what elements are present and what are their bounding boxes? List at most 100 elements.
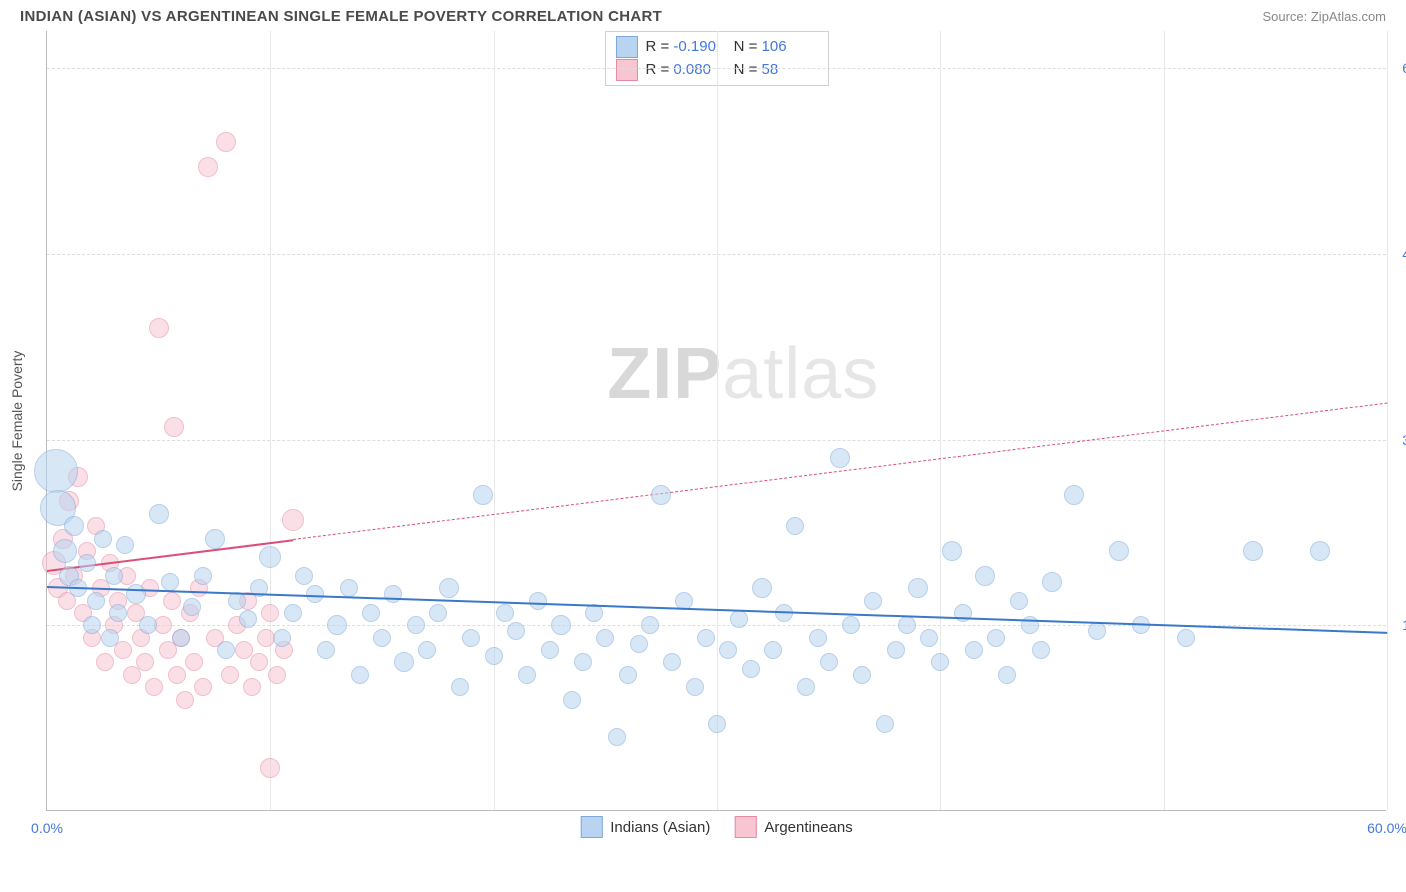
- legend-label: Argentineans: [764, 819, 852, 836]
- data-point-indians: [87, 592, 105, 610]
- data-point-argentineans: [154, 616, 172, 634]
- data-point-argentineans: [282, 509, 304, 531]
- data-point-indians: [473, 485, 493, 505]
- data-point-indians: [284, 604, 302, 622]
- data-point-indians: [1109, 541, 1129, 561]
- data-point-indians: [317, 641, 335, 659]
- chart-title: INDIAN (ASIAN) VS ARGENTINEAN SINGLE FEM…: [20, 8, 662, 25]
- data-point-indians: [864, 592, 882, 610]
- data-point-indians: [809, 629, 827, 647]
- y-tick-label: 15.0%: [1402, 617, 1406, 633]
- data-point-indians: [1032, 641, 1050, 659]
- data-point-argentineans: [194, 678, 212, 696]
- legend-swatch: [615, 59, 637, 81]
- data-point-indians: [78, 554, 96, 572]
- data-point-indians: [183, 598, 201, 616]
- legend-swatch: [580, 816, 602, 838]
- scatter-chart: Single Female Poverty ZIPatlas R = -0.19…: [46, 31, 1386, 811]
- data-point-indians: [217, 641, 235, 659]
- data-point-indians: [931, 653, 949, 671]
- x-tick-label: 60.0%: [1367, 820, 1406, 836]
- data-point-indians: [94, 530, 112, 548]
- data-point-argentineans: [168, 666, 186, 684]
- data-point-indians: [149, 504, 169, 524]
- data-point-indians: [451, 678, 469, 696]
- data-point-indians: [541, 641, 559, 659]
- series-legend: Indians (Asian) Argentineans: [580, 816, 852, 838]
- data-point-indians: [853, 666, 871, 684]
- data-point-indians: [563, 691, 581, 709]
- data-point-indians: [439, 578, 459, 598]
- data-point-indians: [518, 666, 536, 684]
- data-point-argentineans: [164, 417, 184, 437]
- legend-stats-text: R = -0.190 N = 106: [645, 36, 817, 59]
- data-point-argentineans: [198, 157, 218, 177]
- data-point-indians: [1088, 622, 1106, 640]
- data-point-indians: [730, 610, 748, 628]
- data-point-indians: [887, 641, 905, 659]
- data-point-indians: [273, 629, 291, 647]
- data-point-argentineans: [176, 691, 194, 709]
- data-point-indians: [987, 629, 1005, 647]
- data-point-indians: [830, 448, 850, 468]
- data-point-indians: [641, 616, 659, 634]
- data-point-argentineans: [185, 653, 203, 671]
- data-point-argentineans: [235, 641, 253, 659]
- data-point-indians: [663, 653, 681, 671]
- data-point-indians: [373, 629, 391, 647]
- y-tick-label: 30.0%: [1402, 432, 1406, 448]
- data-point-indians: [362, 604, 380, 622]
- data-point-indians: [418, 641, 436, 659]
- data-point-indians: [429, 604, 447, 622]
- data-point-argentineans: [163, 592, 181, 610]
- data-point-indians: [194, 567, 212, 585]
- data-point-indians: [351, 666, 369, 684]
- data-point-indians: [34, 449, 78, 493]
- data-point-indians: [708, 715, 726, 733]
- legend-stats-text: R = 0.080 N = 58: [645, 59, 817, 82]
- data-point-indians: [686, 678, 704, 696]
- data-point-indians: [876, 715, 894, 733]
- data-point-indians: [651, 485, 671, 505]
- data-point-indians: [496, 604, 514, 622]
- data-point-indians: [340, 579, 358, 597]
- gridline-v: [270, 31, 271, 810]
- data-point-indians: [126, 584, 146, 604]
- data-point-indians: [116, 536, 134, 554]
- data-point-argentineans: [145, 678, 163, 696]
- data-point-indians: [1177, 629, 1195, 647]
- series-legend-item: Indians (Asian): [580, 816, 710, 838]
- data-point-indians: [407, 616, 425, 634]
- data-point-indians: [1064, 485, 1084, 505]
- gridline-v: [1164, 31, 1165, 810]
- legend-label: Indians (Asian): [610, 819, 710, 836]
- data-point-indians: [105, 567, 123, 585]
- y-tick-label: 60.0%: [1402, 60, 1406, 76]
- data-point-indians: [786, 517, 804, 535]
- data-point-indians: [942, 541, 962, 561]
- data-point-indians: [842, 616, 860, 634]
- data-point-indians: [1042, 572, 1062, 592]
- data-point-indians: [139, 616, 157, 634]
- data-point-indians: [1310, 541, 1330, 561]
- data-point-argentineans: [114, 641, 132, 659]
- data-point-indians: [764, 641, 782, 659]
- data-point-argentineans: [221, 666, 239, 684]
- data-point-indians: [965, 641, 983, 659]
- data-point-indians: [551, 615, 571, 635]
- data-point-indians: [529, 592, 547, 610]
- gridline-v: [494, 31, 495, 810]
- data-point-argentineans: [216, 132, 236, 152]
- data-point-indians: [742, 660, 760, 678]
- data-point-indians: [574, 653, 592, 671]
- data-point-indians: [820, 653, 838, 671]
- data-point-indians: [596, 629, 614, 647]
- data-point-indians: [507, 622, 525, 640]
- data-point-indians: [898, 616, 916, 634]
- data-point-indians: [1010, 592, 1028, 610]
- legend-swatch: [734, 816, 756, 838]
- data-point-indians: [619, 666, 637, 684]
- data-point-argentineans: [260, 758, 280, 778]
- data-point-indians: [719, 641, 737, 659]
- gridline-v: [940, 31, 941, 810]
